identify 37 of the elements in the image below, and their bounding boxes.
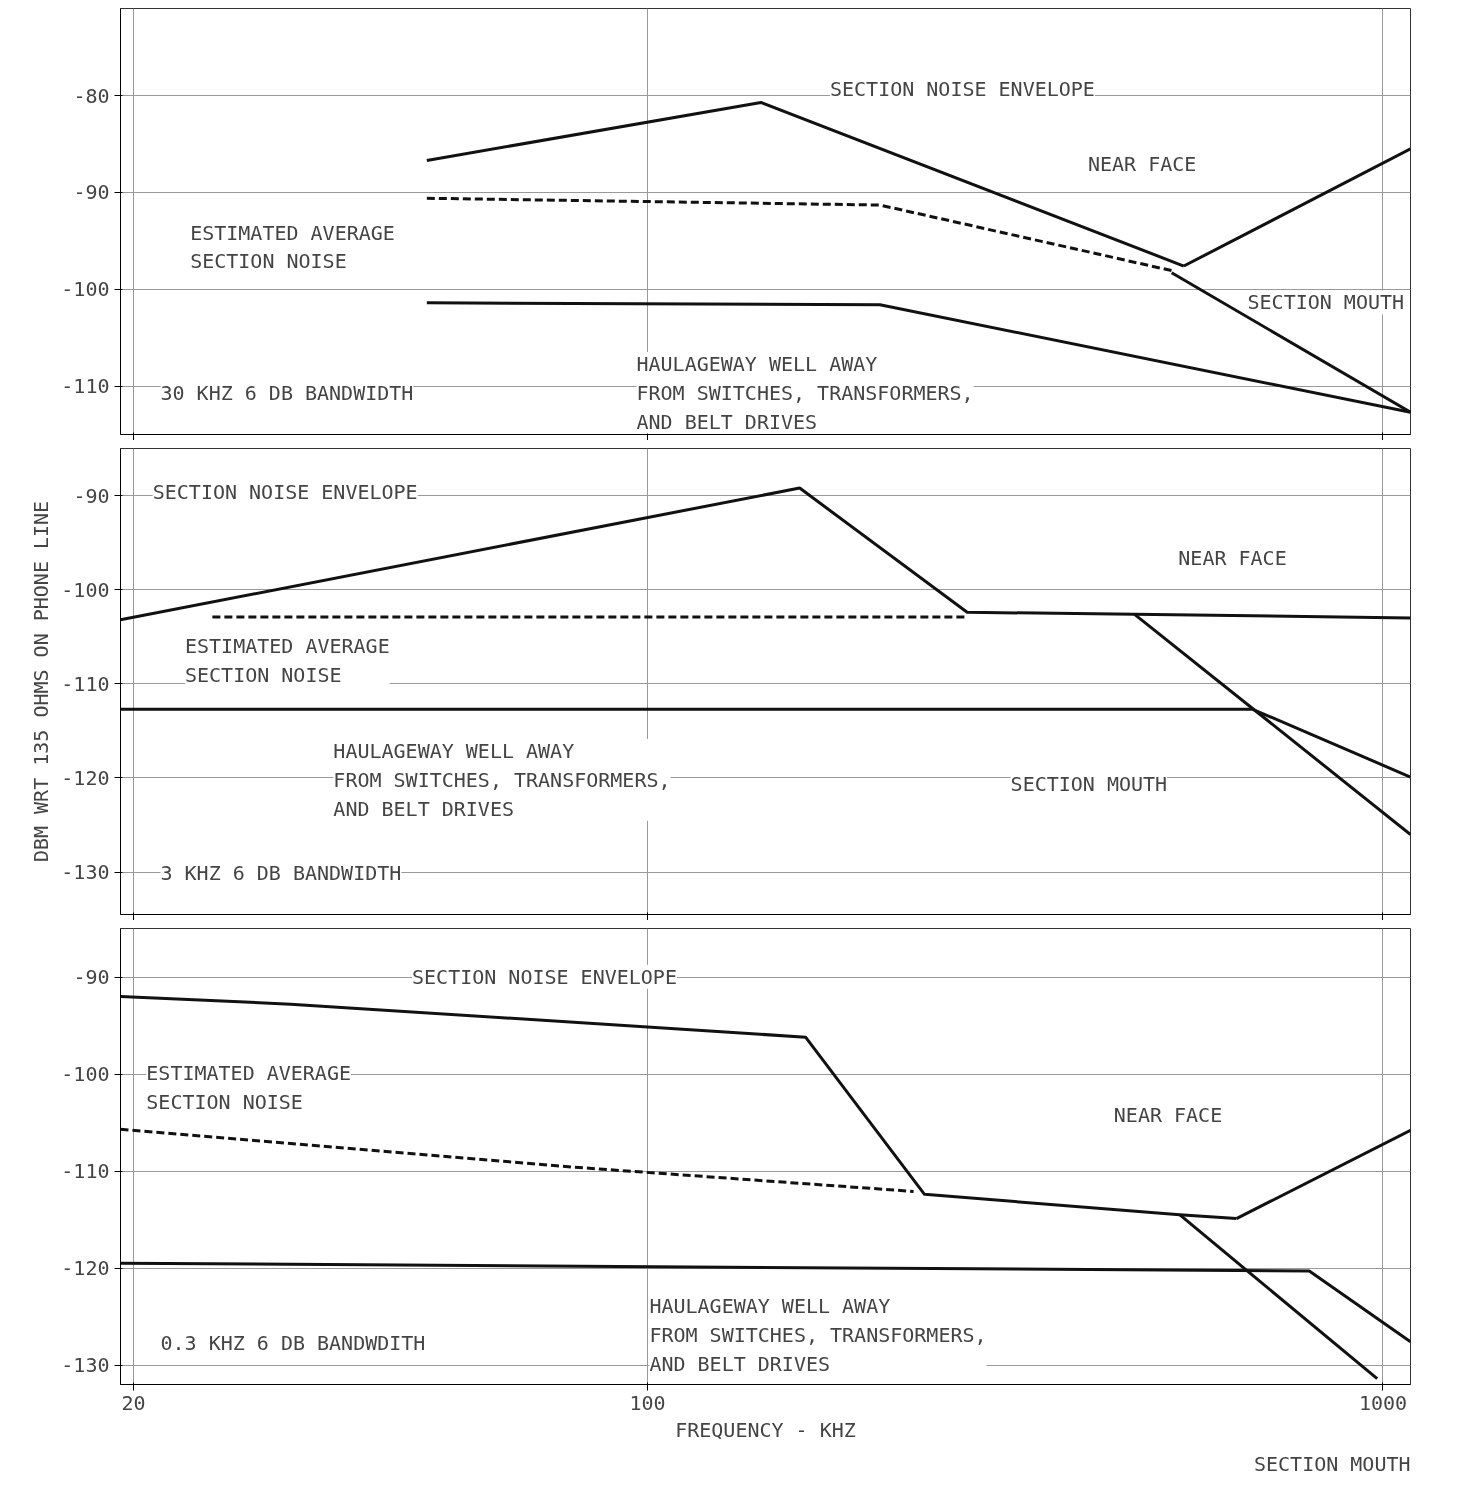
annotation: NEAR FACE: [1088, 151, 1197, 176]
text: SECTION MOUTH: [1253, 1451, 1411, 1476]
y-tick-label: -130: [61, 860, 110, 885]
annotation: NEAR FACE: [1113, 1103, 1223, 1127]
annotation: SECTION NOISE ENVELOPE: [152, 479, 418, 504]
x-axis-title: FREQUENCY - KHZ: [675, 1417, 856, 1442]
annotation: ESTIMATED AVERAGE SECTION NOISE: [185, 634, 390, 687]
y-tick-label: -110: [61, 671, 110, 696]
y-tick-label: -90: [73, 965, 110, 990]
text: 3 KHZ 6 DB BANDWIDTH: [160, 860, 402, 885]
x-tick-label: 20: [121, 1390, 146, 1415]
annotation: SECTION MOUTH: [1247, 290, 1405, 315]
x-tick-label: 1000: [1358, 1390, 1408, 1415]
annotation: SECTION NOISE ENVELOPE: [830, 77, 1095, 102]
annotation: HAULAGEWAY WELL AWAY FROM SWITCHES, TRANSFORMERS, AND BELT DRIVES: [649, 1294, 987, 1376]
y-tick-label: -90: [73, 180, 110, 205]
y-tick-label: -130: [61, 1353, 110, 1378]
y-tick-label: -100: [61, 577, 110, 602]
annotation: SECTION NOISE ENVELOPE: [412, 964, 677, 989]
y-tick-label: -120: [61, 1256, 110, 1281]
annotation: HAULAGEWAY WELL AWAY FROM SWITCHES, TRANSFORMERS, AND BELT DRIVES: [333, 739, 671, 821]
text: 30 KHZ 6 DB BANDWIDTH: [160, 380, 414, 405]
annotation: HAULAGEWAY WELL AWAY FROM SWITCHES, TRANSFORMERS, AND BELT DRIVES: [636, 351, 974, 434]
y-tick-label: -120: [61, 765, 110, 790]
y-tick-label: -100: [61, 277, 110, 302]
annotation: ESTIMATED AVERAGE SECTION NOISE: [190, 220, 395, 274]
y-tick-label: -100: [61, 1062, 110, 1087]
text: 0.3 KHZ 6 DB BANDWDITH: [160, 1330, 426, 1355]
annotation: SECTION MOUTH: [1010, 772, 1168, 797]
y-tick-label: -90: [73, 483, 110, 508]
y-tick-label: -110: [61, 1159, 110, 1184]
x-tick-label: 100: [629, 1390, 666, 1415]
annotation: ESTIMATED AVERAGE SECTION NOISE: [146, 1061, 351, 1115]
y-tick-label: -80: [73, 83, 110, 108]
y-tick-label: -110: [61, 374, 110, 399]
y-axis-title: DBM WRT 135 OHMS ON PHONE LINE: [29, 500, 54, 863]
annotation: NEAR FACE: [1178, 545, 1287, 570]
